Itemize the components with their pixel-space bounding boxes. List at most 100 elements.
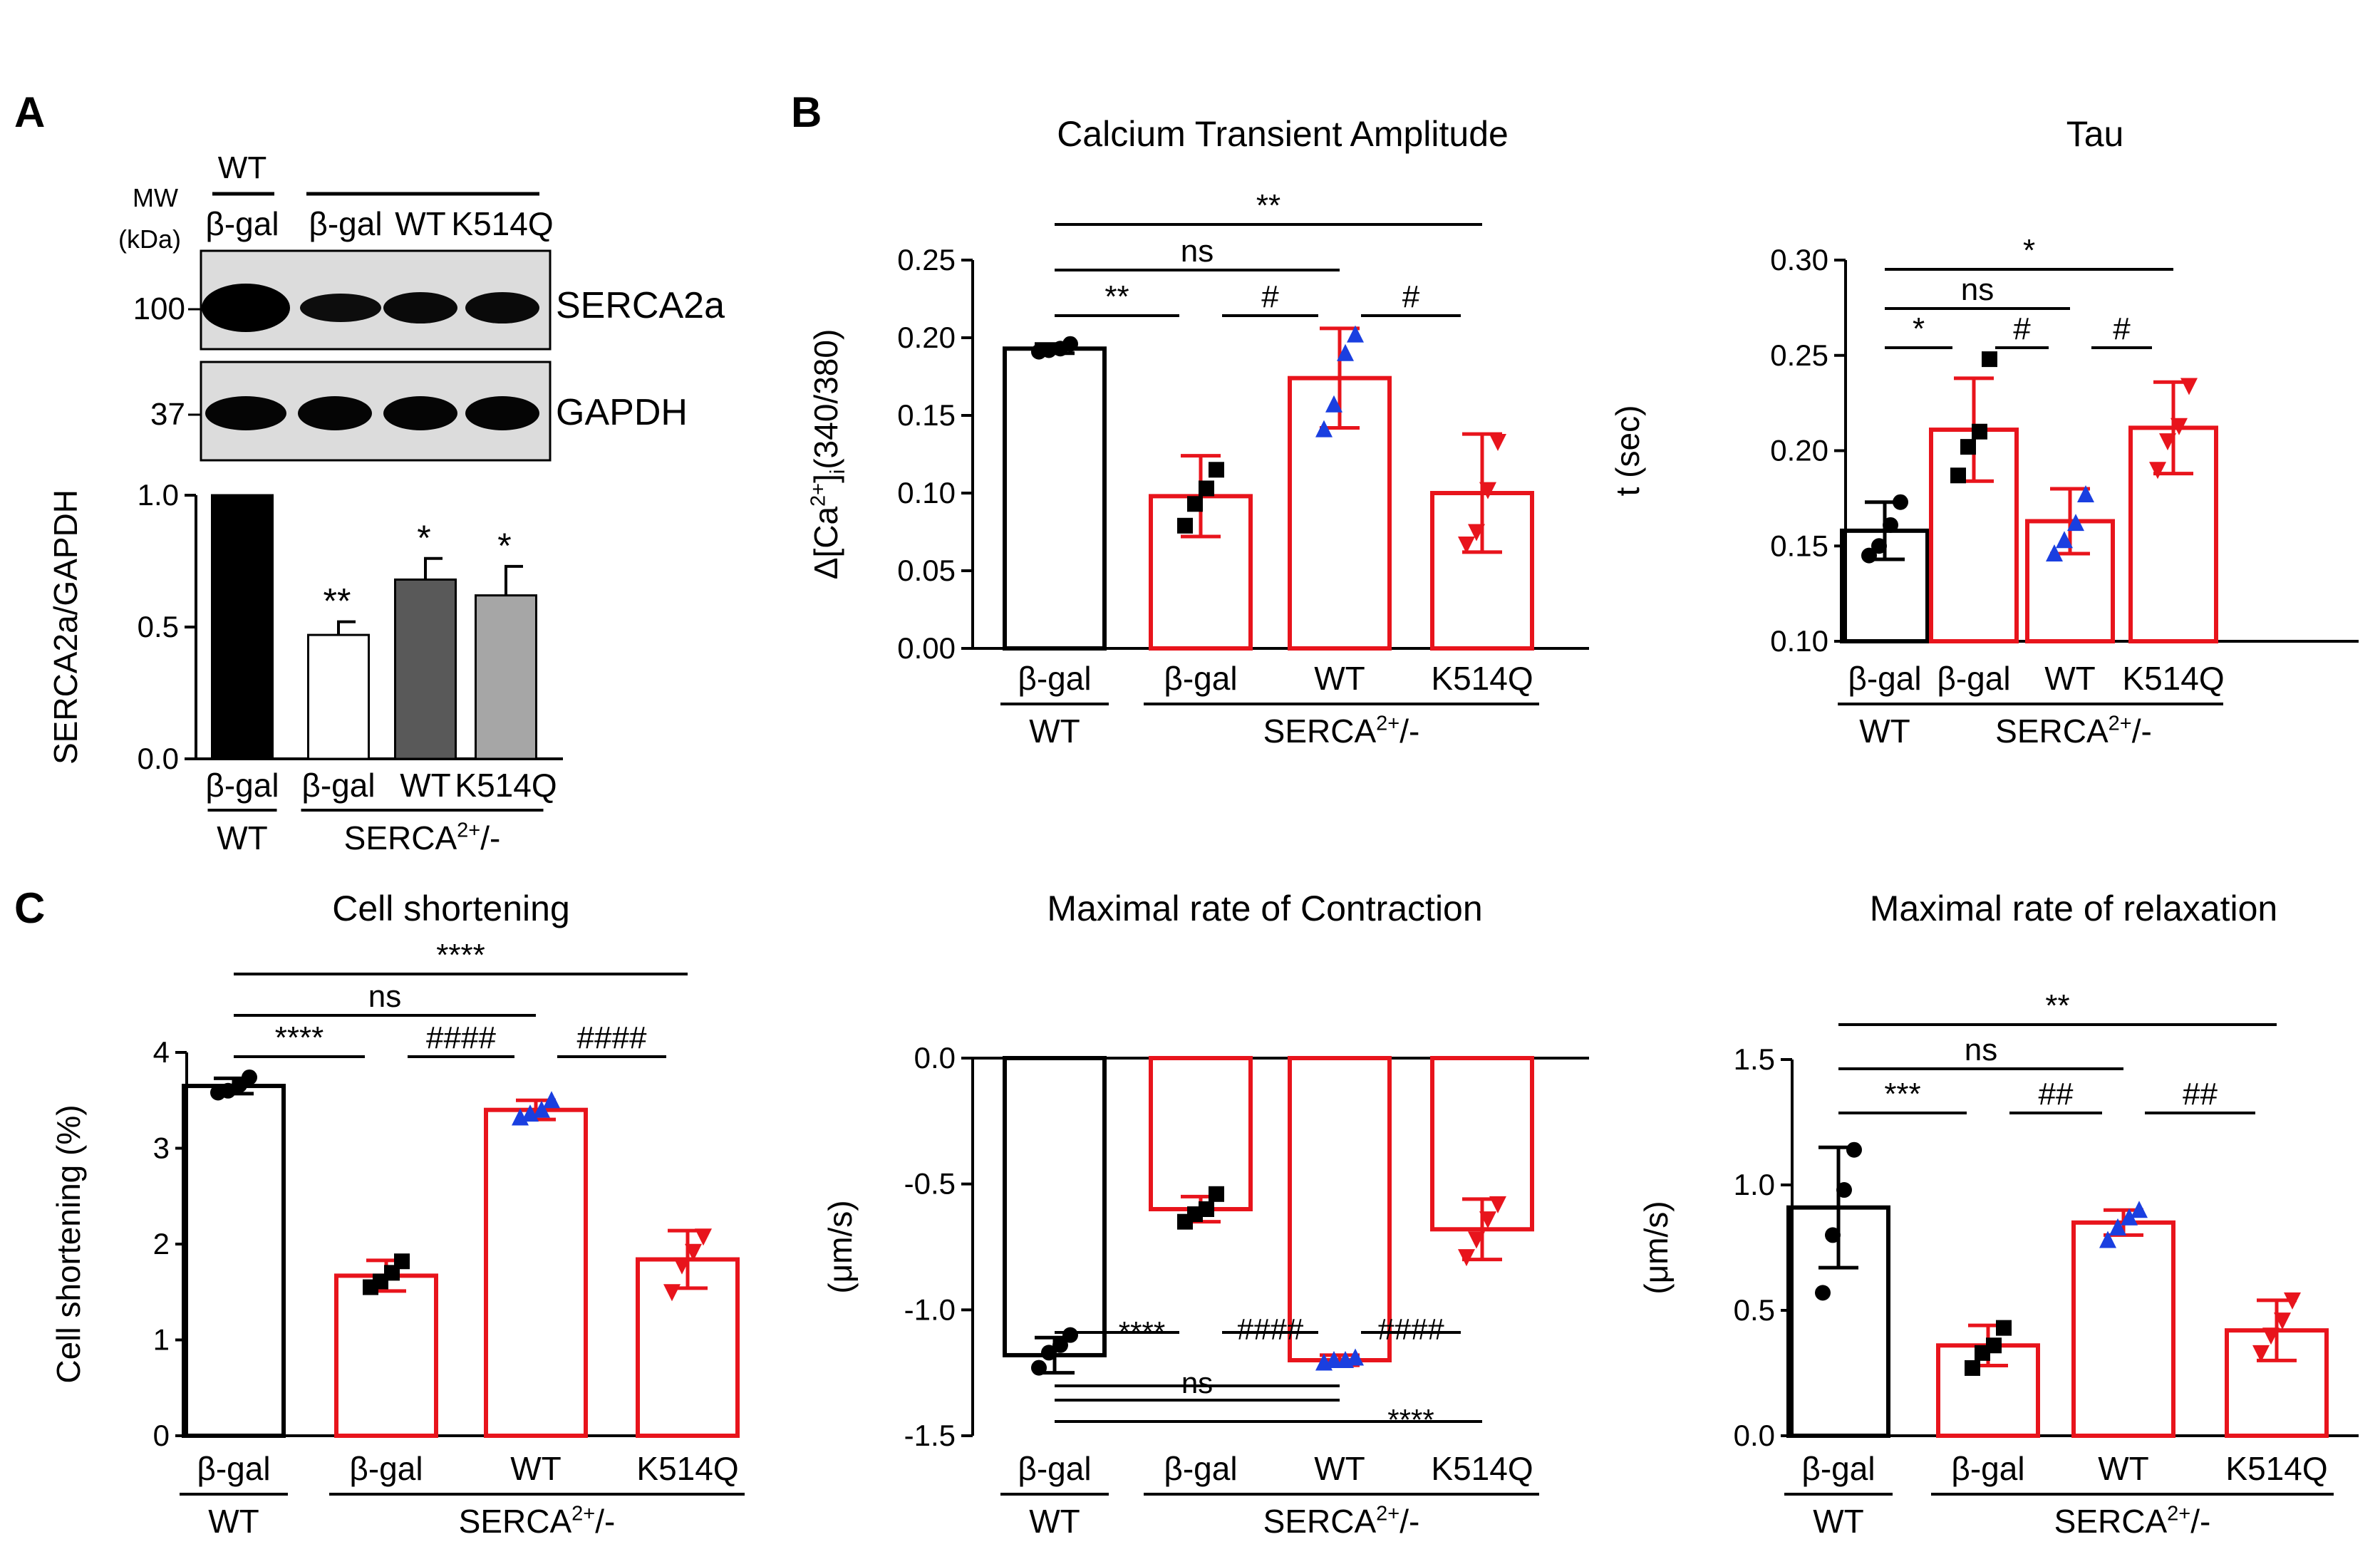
data-point (1871, 538, 1887, 554)
category-label: WT (1314, 660, 1365, 697)
y-tick-label: 0.5 (138, 610, 179, 643)
y-tick-label: 2 (153, 1227, 170, 1260)
data-point (2131, 1201, 2148, 1218)
data-point (2149, 462, 2166, 480)
group-label-serca: SERCA2+/- (344, 819, 501, 857)
significance-label: **** (1387, 1403, 1434, 1436)
data-point (2046, 544, 2063, 561)
data-point (2159, 433, 2176, 451)
data-point (1325, 395, 1342, 413)
significance-label: # (1402, 279, 1420, 314)
significance-label: ## (2183, 1077, 2218, 1112)
category-label: β-gal (349, 1450, 423, 1487)
data-point (2284, 1292, 2301, 1310)
y-tick-label: 1.0 (1734, 1168, 1775, 1201)
data-point (1965, 1360, 1980, 1376)
data-point (1489, 434, 1506, 452)
y-tick-label: 0.0 (914, 1041, 956, 1074)
panel-letter-a: A (14, 88, 45, 136)
y-tick-label: 1 (153, 1323, 170, 1357)
y-tick-label: 4 (153, 1035, 170, 1069)
data-point (1458, 1249, 1475, 1267)
data-point (1950, 467, 1966, 484)
bar (1149, 1056, 1253, 1211)
blot-band (205, 396, 286, 430)
significance-label: ns (1181, 1366, 1213, 1399)
y-tick-label: 0.15 (897, 398, 956, 432)
category-label: WT (1314, 1450, 1365, 1487)
data-point (2056, 531, 2073, 549)
blot-lane-label: β-gal (309, 205, 382, 242)
blot-lane-label: WT (395, 205, 446, 242)
y-tick-label: 0.20 (1770, 434, 1828, 467)
data-point (673, 1257, 690, 1275)
western-blot: MW (kDa) WT SERCA2+/- β-gal β-gal WT K51… (118, 150, 725, 462)
mw-value: 100 (133, 291, 185, 326)
data-point (1187, 496, 1203, 512)
y-axis-label: (μm/s) (1637, 1201, 1675, 1294)
significance-label: **** (436, 938, 485, 973)
chart-tau: Tau 0.10 0.15 0.20 0.25 0.30 t (sec) β-gal β-gal… (1609, 114, 2359, 750)
category-label: β-gal (1164, 1450, 1237, 1487)
significance-label: ns (1965, 1032, 1997, 1067)
category-label: K514Q (455, 767, 557, 804)
y-tick-label: 0.0 (1734, 1419, 1775, 1452)
group-label-wt: WT (1029, 1503, 1080, 1540)
category-label: WT (2044, 660, 2096, 697)
data-point (1883, 517, 1898, 533)
blot-band (383, 292, 457, 323)
bar (334, 1273, 438, 1439)
data-point (1836, 1182, 1852, 1198)
y-tick-label: 0.10 (1770, 624, 1828, 658)
chart-title: Cell shortening (332, 889, 570, 928)
mw-value: 37 (150, 397, 185, 432)
y-tick-label: 0.30 (1770, 243, 1828, 276)
group-label-wt: WT (1859, 713, 1910, 750)
significance-label: # (1261, 279, 1279, 314)
y-tick-label: 0.00 (897, 631, 956, 665)
blot-band (465, 292, 539, 323)
blot-band (300, 294, 381, 322)
data-point (695, 1228, 712, 1246)
group-label-serca: SERCA2+/- (1995, 713, 2152, 750)
significance-mark: ** (324, 581, 351, 621)
data-point (1986, 1337, 2002, 1354)
data-point (1062, 336, 1078, 352)
data-point (2180, 378, 2198, 395)
category-label: β-gal (1018, 1450, 1091, 1487)
data-point (2099, 1231, 2116, 1248)
y-tick-label: 1.5 (1734, 1042, 1775, 1076)
blot-band (298, 396, 372, 430)
data-point (663, 1284, 681, 1302)
chart-title: Calcium Transient Amplitude (1057, 114, 1509, 154)
data-point (1982, 351, 1997, 368)
bar (1003, 346, 1107, 651)
data-point (685, 1243, 702, 1261)
significance-label: # (2013, 311, 2031, 346)
bar (484, 1107, 588, 1438)
group-label-serca: SERCA2+/- (1263, 713, 1420, 750)
data-point (2109, 1218, 2126, 1236)
group-label-wt: WT (1029, 713, 1080, 750)
significance-label: ** (2045, 988, 2069, 1023)
data-point (1861, 547, 1877, 564)
category-label: K514Q (1431, 660, 1533, 697)
category-label: K514Q (2122, 660, 2224, 697)
data-point (2171, 418, 2188, 435)
y-tick-label: 3 (153, 1131, 170, 1165)
bar (475, 594, 537, 760)
data-point (1347, 325, 1364, 343)
chart-title: Tau (2066, 114, 2124, 154)
chart-max-contraction: Maximal rate of Contraction -1.5 -1.0 -0.5 0… (822, 889, 1589, 1540)
bar (182, 1084, 286, 1438)
significance-label: **** (275, 1020, 324, 1055)
data-point (1062, 1327, 1078, 1343)
data-point (1893, 494, 1908, 510)
data-point (1479, 482, 1496, 499)
data-point (1337, 343, 1354, 361)
significance-label: ns (1181, 234, 1214, 269)
category-label: WT (400, 767, 451, 804)
data-point (533, 1100, 550, 1118)
data-point (543, 1091, 560, 1109)
